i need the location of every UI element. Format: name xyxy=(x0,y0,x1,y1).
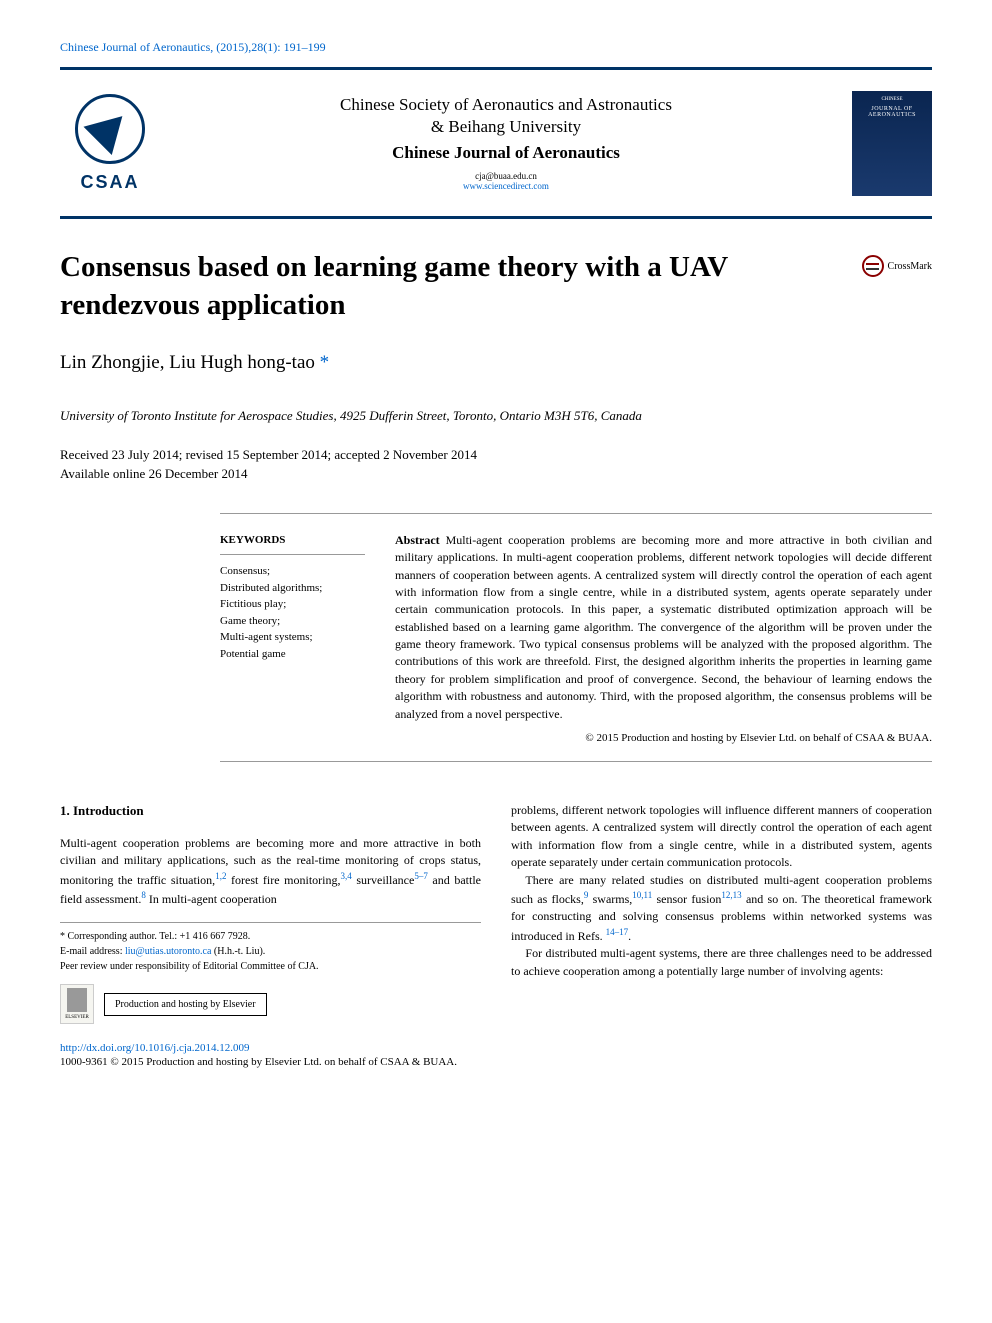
dates-online: Available online 26 December 2014 xyxy=(60,465,932,483)
article-dates: Received 23 July 2014; revised 15 Septem… xyxy=(60,446,932,482)
plane-icon xyxy=(83,102,136,155)
corresponding-marker: * xyxy=(315,352,329,373)
doi-link[interactable]: http://dx.doi.org/10.1016/j.cja.2014.12.… xyxy=(60,1042,932,1054)
body-column-left: 1. Introduction Multi-agent cooperation … xyxy=(60,802,481,1024)
citation-link[interactable]: 10,11 xyxy=(632,890,652,900)
abstract-text: Multi-agent cooperation problems are bec… xyxy=(395,533,932,721)
cover-title-text: JOURNAL OF AERONAUTICS xyxy=(856,106,928,118)
authors: Lin Zhongjie, Liu Hugh hong-tao * xyxy=(60,352,932,374)
journal-url[interactable]: www.sciencedirect.com xyxy=(160,181,852,191)
citation-link[interactable]: 1,2 xyxy=(215,871,226,881)
keyword-item: Potential game xyxy=(220,646,365,663)
keywords-column: KEYWORDS Consensus; Distributed algorith… xyxy=(220,532,365,747)
intro-paragraph: Multi-agent cooperation problems are bec… xyxy=(60,835,481,909)
keyword-item: Multi-agent systems; xyxy=(220,629,365,646)
body-paragraph: problems, different network topologies w… xyxy=(511,802,932,872)
elsevier-logo-icon: ELSEVIER xyxy=(60,984,94,1024)
university-name: & Beihang University xyxy=(160,117,852,137)
hosting-label: Production and hosting by Elsevier xyxy=(104,993,267,1016)
cover-top-text: CHINESE xyxy=(881,97,902,102)
journal-email: cja@buaa.edu.cn xyxy=(160,171,852,181)
footnotes: * Corresponding author. Tel.: +1 416 667… xyxy=(60,929,481,1024)
elsevier-tree-icon xyxy=(67,988,87,1012)
body-paragraph: There are many related studies on distri… xyxy=(511,872,932,946)
abstract-block: KEYWORDS Consensus; Distributed algorith… xyxy=(220,513,932,762)
keyword-item: Distributed algorithms; xyxy=(220,580,365,597)
crossmark-label: CrossMark xyxy=(888,261,932,272)
body-paragraph: For distributed multi-agent systems, the… xyxy=(511,945,932,980)
journal-reference: Chinese Journal of Aeronautics, (2015),2… xyxy=(60,40,932,55)
csaa-logo: CSAA xyxy=(60,78,160,208)
citation-link[interactable]: 14–17 xyxy=(606,927,629,937)
society-name: Chinese Society of Aeronautics and Astro… xyxy=(160,95,852,115)
peer-review-note: Peer review under responsibility of Edit… xyxy=(60,959,481,974)
author-email-link[interactable]: liu@utias.utoronto.ca xyxy=(125,946,211,957)
keyword-item: Consensus; xyxy=(220,563,365,580)
citation-link[interactable]: 5–7 xyxy=(414,871,428,881)
abstract-column: Abstract Multi-agent cooperation problem… xyxy=(395,532,932,747)
author-names: Lin Zhongjie, Liu Hugh hong-tao xyxy=(60,352,315,373)
keyword-item: Game theory; xyxy=(220,613,365,630)
logo-text: CSAA xyxy=(80,172,139,193)
logo-circle-icon xyxy=(75,94,145,164)
journal-banner: CSAA Chinese Society of Aeronautics and … xyxy=(60,67,932,219)
journal-cover-thumbnail: CHINESE JOURNAL OF AERONAUTICS xyxy=(852,91,932,196)
keyword-item: Fictitious play; xyxy=(220,596,365,613)
crossmark-badge[interactable]: CrossMark xyxy=(862,255,932,277)
abstract-copyright: © 2015 Production and hosting by Elsevie… xyxy=(395,731,932,747)
corresponding-author-note: * Corresponding author. Tel.: +1 416 667… xyxy=(60,929,481,944)
issn-copyright: 1000-9361 © 2015 Production and hosting … xyxy=(60,1056,932,1068)
crossmark-icon xyxy=(862,255,884,277)
body-column-right: problems, different network topologies w… xyxy=(511,802,932,1024)
abstract-label: Abstract xyxy=(395,533,440,547)
citation-link[interactable]: 12,13 xyxy=(721,890,741,900)
email-note: E-mail address: liu@utias.utoronto.ca (H… xyxy=(60,944,481,959)
affiliation: University of Toronto Institute for Aero… xyxy=(60,408,932,424)
article-title: Consensus based on learning game theory … xyxy=(60,249,862,324)
keywords-heading: KEYWORDS xyxy=(220,532,365,556)
elsevier-hosting: ELSEVIER Production and hosting by Elsev… xyxy=(60,984,481,1024)
journal-name: Chinese Journal of Aeronautics xyxy=(160,143,852,163)
journal-info: Chinese Society of Aeronautics and Astro… xyxy=(160,95,852,191)
article-body: 1. Introduction Multi-agent cooperation … xyxy=(60,802,932,1024)
dates-received: Received 23 July 2014; revised 15 Septem… xyxy=(60,446,932,464)
citation-link[interactable]: 3,4 xyxy=(341,871,352,881)
footnote-divider xyxy=(60,922,481,923)
section-heading-intro: 1. Introduction xyxy=(60,802,481,821)
